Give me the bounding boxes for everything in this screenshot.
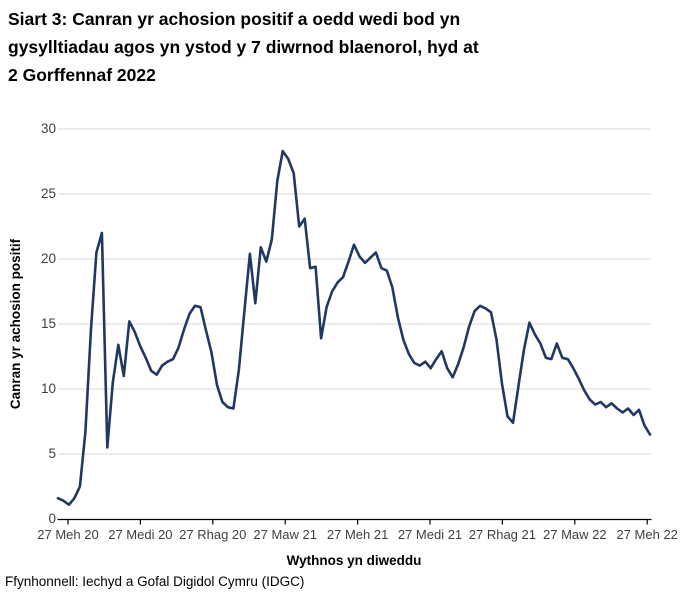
source-note: Ffynhonnell: Iechyd a Gofal Digidol Cymr…: [5, 574, 305, 589]
x-tick-label: 27 Medi 20: [108, 527, 173, 542]
chart-title-line: 2 Gorffennaf 2022: [8, 65, 156, 85]
x-tick-label: 27 Meh 20: [37, 527, 99, 542]
y-tick-label: 0: [48, 511, 56, 526]
x-tick-label: 27 Maw 22: [543, 527, 607, 542]
y-tick-label: 30: [40, 121, 56, 136]
x-tick-label: 27 Rhag 21: [468, 527, 536, 542]
x-tick-label: 27 Medi 21: [397, 527, 463, 542]
chart-title-line: Siart 3: Canran yr achosion positif a oe…: [8, 9, 461, 29]
y-tick-label: 5: [48, 446, 56, 461]
y-tick-label: 20: [40, 251, 56, 266]
x-tick-label: 27 Meh 22: [616, 527, 678, 542]
y-tick-label: 25: [40, 186, 56, 201]
chart-title-line: gysylltiadau agos yn ystod y 7 diwrnod b…: [8, 37, 479, 57]
chart-title: Siart 3: Canran yr achosion positif a oe…: [8, 5, 678, 89]
x-tick-label: 27 Meh 21: [326, 527, 389, 542]
y-tick-label: 10: [40, 381, 56, 396]
y-tick-label: 15: [40, 316, 56, 331]
x-tick-label: 27 Rhag 20: [179, 527, 247, 542]
data-series-line: [56, 149, 652, 507]
x-tick-label: 27 Maw 21: [253, 527, 317, 542]
x-axis-title: Wythnos yn diweddu: [286, 553, 422, 568]
